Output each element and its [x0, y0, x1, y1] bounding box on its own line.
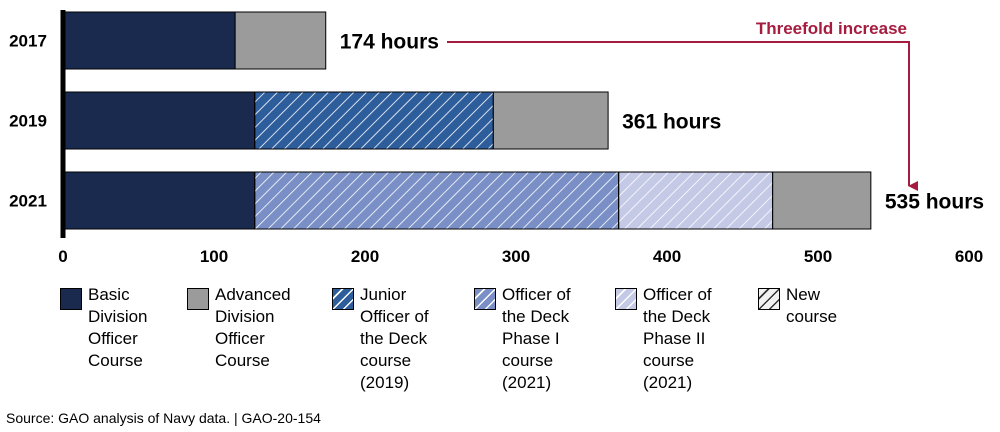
total-label: 535 hours	[885, 191, 984, 214]
bar-hatch-2021-ood1	[254, 171, 620, 230]
x-tick-label: 600	[955, 247, 983, 266]
legend-swatch-ood2	[615, 288, 637, 310]
threefold-arrow: Threefold increase	[447, 18, 918, 191]
legend-item-basic: Basic Division Officer Course	[60, 284, 148, 372]
bar-segment-2021-advanced	[772, 171, 872, 230]
stacked-bar-chart: 2017 174 hours 2019 361 hours 2021 535 hours 0…	[9, 10, 984, 267]
bar-hatch-2019-jood	[254, 91, 494, 150]
legend-label-new-course: New course	[786, 285, 838, 327]
legend-item-new-course: New course	[758, 284, 837, 328]
bars-layer	[62, 11, 872, 230]
legend-label-jood: Junior Officer of the Deck course (2019)	[360, 285, 429, 393]
x-tick-label: 400	[653, 247, 681, 266]
total-label: 174 hours	[340, 31, 439, 54]
y-tick-label: 2021	[9, 192, 47, 211]
legend-item-jood: Junior Officer of the Deck course (2019)	[332, 284, 429, 394]
x-tick-label: 100	[200, 247, 228, 266]
legend-label-basic: Basic Division Officer Course	[88, 285, 148, 371]
legend-label-ood1: Officer of the Deck Phase I course (2021…	[502, 285, 571, 393]
legend-label-ood2: Officer of the Deck Phase II course (202…	[643, 285, 712, 393]
y-tick-label: 2019	[9, 112, 47, 131]
bar-segment-2019-advanced	[492, 91, 609, 150]
legend-item-advanced: Advanced Division Officer Course	[187, 284, 291, 372]
labels-layer: 2017 174 hours 2019 361 hours 2021 535 hours 0…	[9, 31, 984, 267]
bar-segment-2019-basic	[62, 91, 256, 150]
bar-hatch-2021-ood2	[618, 171, 774, 230]
source-note: Source: GAO analysis of Navy data. | GAO…	[6, 410, 321, 426]
legend-swatch-advanced	[187, 288, 209, 310]
arrow-path	[447, 41, 918, 191]
bar-segment-2017-advanced	[234, 11, 327, 70]
x-tick-label: 300	[502, 247, 530, 266]
bar-segment-2017-basic	[62, 11, 236, 70]
legend-swatch-basic	[60, 288, 82, 310]
legend-swatch-ood1	[474, 288, 496, 310]
legend: Basic Division Officer Course Advanced D…	[60, 284, 960, 404]
bar-segment-2021-basic	[62, 171, 256, 230]
x-tick-label: 200	[351, 247, 379, 266]
legend-item-ood2: Officer of the Deck Phase II course (202…	[615, 284, 712, 394]
y-tick-label: 2017	[9, 32, 47, 51]
legend-label-advanced: Advanced Division Officer Course	[215, 285, 291, 371]
legend-swatch-jood	[332, 288, 354, 310]
total-label: 361 hours	[622, 111, 721, 134]
legend-item-ood1: Officer of the Deck Phase I course (2021…	[474, 284, 571, 394]
x-tick-label: 500	[804, 247, 832, 266]
legend-swatch-new-course	[758, 288, 780, 310]
annotation-text: Threefold increase	[756, 19, 907, 38]
x-tick-label: 0	[58, 247, 67, 266]
